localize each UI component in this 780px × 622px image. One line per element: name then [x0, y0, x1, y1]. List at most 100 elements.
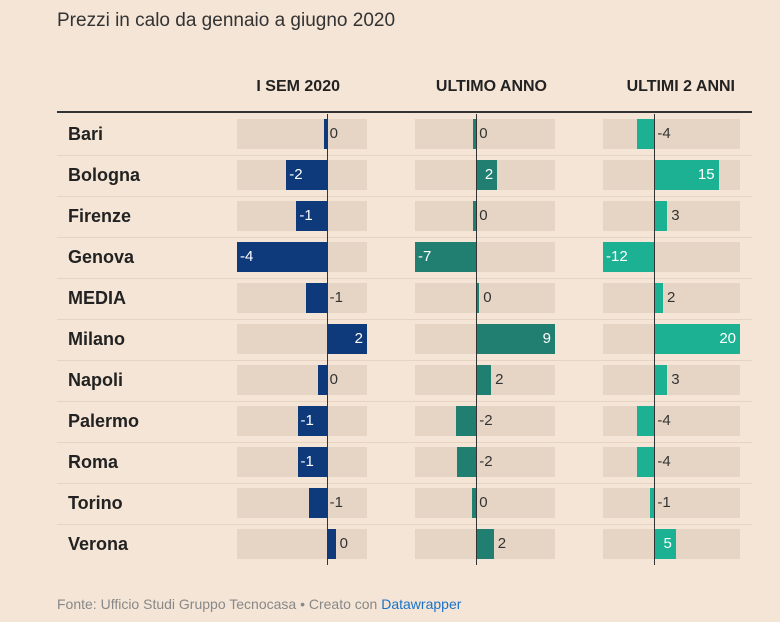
datawrapper-link[interactable]: Datawrapper: [381, 596, 462, 612]
bar: [650, 488, 655, 518]
bar-track: [415, 488, 555, 518]
zero-axis-line: [327, 155, 328, 196]
bar: [476, 324, 555, 354]
column-header: ULTIMI 2 ANNI: [626, 78, 735, 95]
bar-value-label: -1: [657, 494, 671, 511]
bar-value-label: 3: [671, 207, 680, 224]
zero-axis-line: [327, 442, 328, 483]
bar: [654, 324, 740, 354]
zero-axis-line: [476, 442, 477, 483]
bar: [637, 119, 655, 149]
row-divider: [57, 155, 752, 156]
row-label: MEDIA: [68, 288, 126, 308]
zero-axis-line: [327, 483, 328, 524]
zero-axis-line: [476, 278, 477, 319]
bar: [654, 201, 668, 231]
zero-axis-line: [327, 114, 328, 155]
bar-value-label: 9: [542, 330, 551, 347]
bar: [306, 283, 327, 313]
bar-value-label: -4: [657, 125, 671, 142]
bar-track: [603, 283, 740, 313]
bar-track: [415, 119, 555, 149]
zero-axis-line: [476, 196, 477, 237]
row-divider: [57, 360, 752, 361]
bar-value-label: 2: [495, 371, 504, 388]
bar-track: [237, 529, 367, 559]
bar-track: [603, 119, 740, 149]
bar-track: [603, 365, 740, 395]
row-label: Bari: [68, 124, 104, 144]
bar: [308, 488, 327, 518]
bar-value-label: -7: [418, 248, 432, 265]
bar-value-label: 0: [329, 371, 338, 388]
bar-value-label: 20: [719, 330, 736, 347]
footer-note: Fonte: Ufficio Studi Gruppo Tecnocasa • …: [57, 596, 461, 612]
bar-value-label: 2: [484, 166, 494, 183]
row-divider: [57, 196, 752, 197]
bar: [296, 201, 327, 231]
zero-axis-line: [476, 155, 477, 196]
bar-track: [603, 488, 740, 518]
row-label: Verona: [68, 534, 129, 554]
row-label: Milano: [68, 329, 125, 349]
bar-value-label: 5: [663, 535, 672, 552]
zero-axis-line: [476, 114, 477, 155]
bar-value-label: 0: [479, 125, 488, 142]
bar: [476, 160, 498, 190]
bar: [457, 447, 477, 477]
zero-axis-line: [476, 360, 477, 401]
row-divider: [57, 319, 752, 320]
zero-axis-line: [654, 524, 655, 565]
bar-track: [237, 365, 367, 395]
bar-track: [237, 119, 367, 149]
bar-value-label: 0: [339, 535, 348, 552]
bar-value-label: -4: [657, 453, 671, 470]
header-divider: [57, 111, 752, 113]
bar-value-label: -4: [657, 412, 671, 429]
row-divider: [57, 401, 752, 402]
bar-track: [603, 447, 740, 477]
bar: [476, 283, 480, 313]
bar: [471, 488, 477, 518]
row-label: Bologna: [68, 165, 140, 185]
bar: [476, 529, 494, 559]
bar: [654, 283, 663, 313]
column-header: ULTIMO ANNO: [435, 78, 547, 95]
row-label: Palermo: [68, 411, 140, 431]
zero-axis-line: [476, 483, 477, 524]
bar-value-label: -2: [479, 453, 493, 470]
zero-axis-line: [327, 196, 328, 237]
bar: [654, 160, 719, 190]
zero-axis-line: [327, 319, 328, 360]
column-header: I SEM 2020: [256, 78, 340, 95]
row-label: Napoli: [68, 370, 124, 390]
bar-value-label: 0: [479, 494, 488, 511]
row-label: Firenze: [68, 206, 132, 226]
bar: [473, 201, 477, 231]
bar-value-label: -2: [289, 166, 303, 183]
row-divider: [57, 278, 752, 279]
zero-axis-line: [476, 401, 477, 442]
bar: [326, 529, 336, 559]
zero-axis-line: [327, 237, 328, 278]
zero-axis-line: [327, 524, 328, 565]
bar: [654, 529, 676, 559]
bar: [654, 365, 668, 395]
bar-track: [415, 201, 555, 231]
bar: [237, 242, 327, 272]
bar-value-label: 3: [671, 371, 680, 388]
bar-track: [415, 283, 555, 313]
zero-axis-line: [654, 360, 655, 401]
bar: [323, 119, 327, 149]
zero-axis-line: [476, 319, 477, 360]
row-label: Roma: [68, 452, 119, 472]
bar: [603, 242, 655, 272]
zero-axis-line: [654, 442, 655, 483]
row-label: Genova: [68, 247, 135, 267]
zero-axis-line: [654, 278, 655, 319]
zero-axis-line: [476, 524, 477, 565]
zero-axis-line: [654, 237, 655, 278]
bar: [415, 242, 477, 272]
zero-axis-line: [654, 319, 655, 360]
bar-value-label: 2: [354, 330, 363, 347]
